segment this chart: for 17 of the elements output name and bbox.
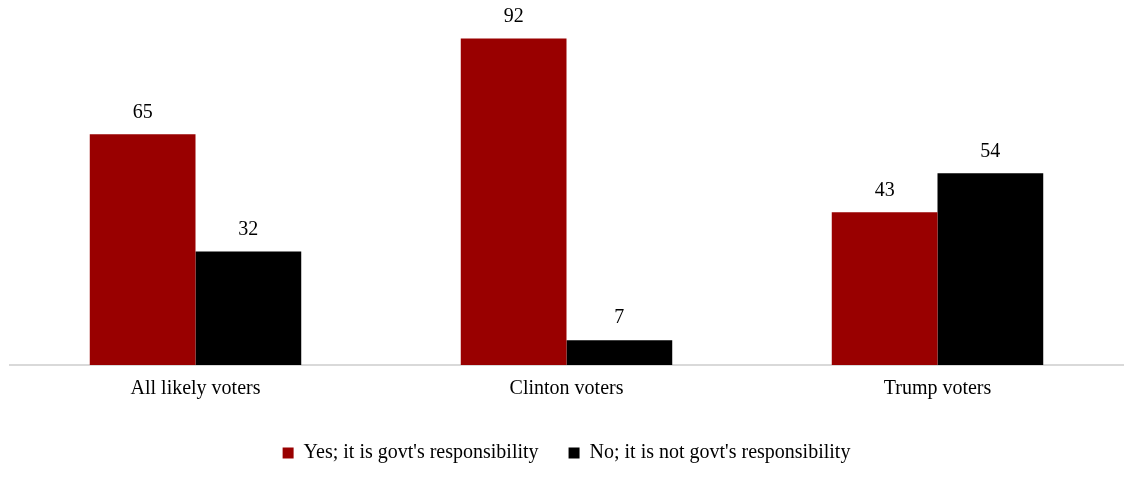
bar — [937, 173, 1044, 365]
data-label: 92 — [503, 3, 524, 26]
data-label: 7 — [614, 305, 625, 328]
bar — [195, 251, 302, 365]
bar — [566, 340, 673, 365]
data-label: 32 — [238, 216, 259, 239]
x-tick-label: Trump voters — [883, 376, 992, 400]
bar — [89, 134, 196, 365]
bar — [831, 212, 938, 365]
data-label: 43 — [874, 177, 895, 200]
data-label: 54 — [980, 138, 1001, 161]
data-label: 65 — [132, 99, 153, 122]
x-tick-label: All likely voters — [130, 376, 261, 400]
legend-label: Yes; it is govt's responsibility — [303, 440, 539, 464]
legend-label: No; it is not govt's responsibility — [589, 440, 851, 464]
x-tick-label: Clinton voters — [509, 376, 624, 399]
bar — [460, 38, 567, 365]
